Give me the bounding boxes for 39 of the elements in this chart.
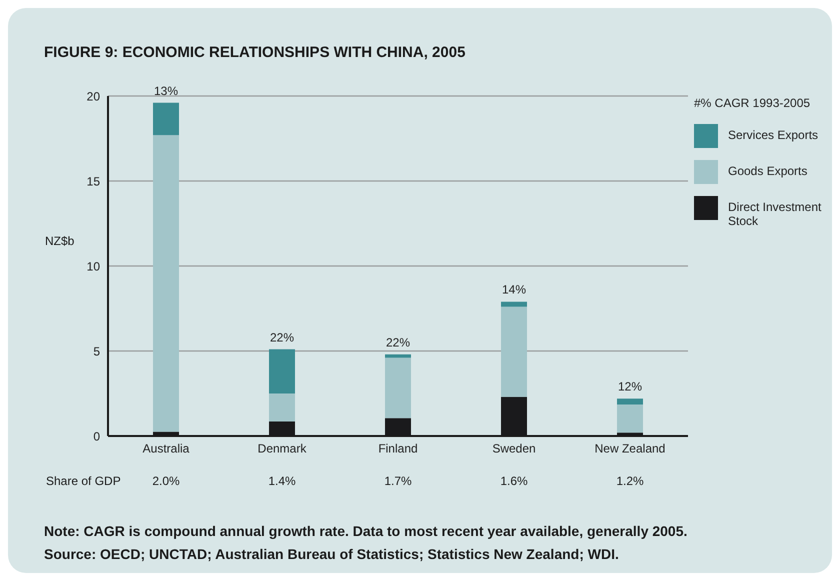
bar <box>617 404 643 433</box>
annotation: 22% <box>386 335 410 350</box>
y-tick-label: 20 <box>86 89 100 104</box>
x-tick-label: Sweden <box>492 442 536 456</box>
legend-label: Services Exports <box>728 127 818 142</box>
bar <box>269 394 295 422</box>
x-tick-label: Denmark <box>258 442 308 456</box>
x-tick-label: Finland <box>378 442 418 456</box>
y-axis-title: NZ$b <box>45 234 74 248</box>
y-tick-label: 10 <box>86 259 100 274</box>
x-tick-label: New Zealand <box>594 442 666 456</box>
legend-title: #% CAGR 1993-2005 <box>694 96 812 110</box>
chart-title: FIGURE 9: ECONOMIC RELATIONSHIPS WITH CHINA, 2005 <box>44 44 466 61</box>
legend-label: Goods Exports <box>728 163 808 178</box>
legend-label: Direct Investment Stock <box>728 199 822 228</box>
text: 1.4% <box>267 474 297 488</box>
source-note: Source: OECD; UNCTAD; Australian Bureau of Statistics; Statistics New Zealand; WDI. <box>44 545 620 564</box>
y-tick-label: 5 <box>93 344 100 358</box>
annotation: 22% <box>270 330 294 344</box>
text: 2.0% <box>151 474 181 488</box>
bar <box>501 302 527 307</box>
text: 1.2% <box>615 474 645 488</box>
text: 1.7% <box>383 474 413 488</box>
text: Share of GDP <box>46 474 121 488</box>
bar <box>269 349 295 394</box>
bar <box>617 398 643 405</box>
x-tick-label: Australia <box>142 442 190 456</box>
y-tick-label: 0 <box>93 429 100 444</box>
bar <box>153 102 179 136</box>
bar <box>501 306 527 397</box>
text: 1.6% <box>499 474 529 488</box>
text: Note: CAGR is compound annual growth rate. Data to most recent year available, generally 2005. <box>44 522 688 541</box>
annotation: 14% <box>502 282 526 297</box>
bar <box>153 135 179 432</box>
annotation: 12% <box>618 380 642 394</box>
y-tick-label: 15 <box>86 174 100 188</box>
bar <box>385 354 411 358</box>
annotation: 13% <box>154 84 178 98</box>
bar <box>385 358 411 418</box>
